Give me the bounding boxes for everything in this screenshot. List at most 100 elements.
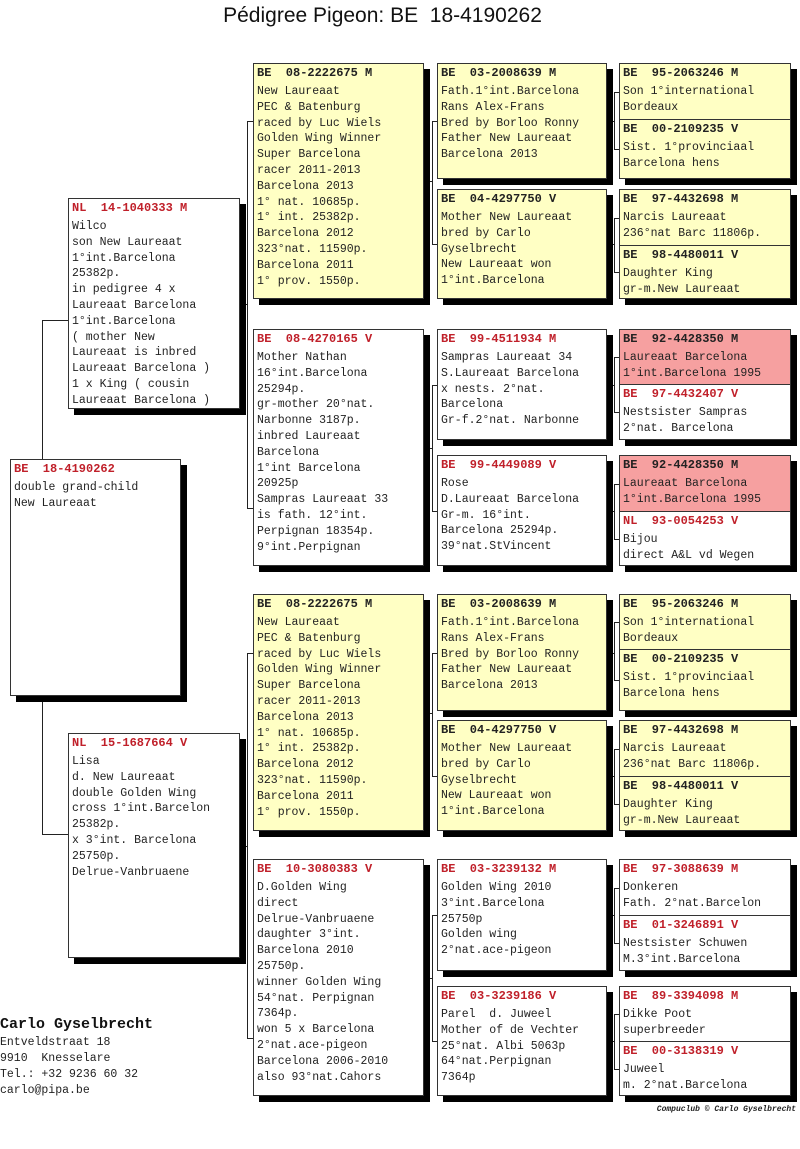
pigeon-info-line: 3°int.Barcelona: [441, 896, 545, 910]
pigeon-info-line: 1° prov. 1550p.: [257, 805, 361, 819]
ring-number: BE 97-4432407 V: [623, 387, 739, 401]
connector-line: [239, 304, 247, 305]
ring-number: BE 99-4511934 M: [441, 332, 557, 346]
connector-line: [607, 121, 614, 122]
pigeon-card-dds: BE 03-3239132 M Golden Wing 2010 3°int.Bar…: [437, 859, 607, 971]
pigeon-card-dssd: BE 00-2109235 V Sist. 1°provinciaal Barcel…: [619, 649, 791, 711]
pigeon-card-ssss: BE 95-2063246 M Son 1°international Bordea…: [619, 63, 791, 120]
pigeon-info-line: x 3°int. Barcelona: [72, 833, 197, 847]
pigeon-info-line: Daughter King: [623, 798, 713, 811]
connector-line: [432, 653, 437, 654]
connector-line: [614, 749, 615, 804]
pigeon-info-line: Sampras Laureaat 34: [441, 351, 573, 364]
pigeon-info-line: 1° prov. 1550p.: [257, 274, 361, 288]
ring-number: BE 97-4432698 M: [623, 192, 739, 206]
connector-line: [614, 1069, 619, 1070]
pigeon-info-line: Father New Laureaat: [441, 132, 573, 146]
pigeon-info-line: Narcis Laureaat: [623, 211, 727, 224]
connector-line: [607, 385, 614, 386]
pigeon-info-line: New Laureaat won: [441, 789, 552, 803]
pigeon-info-line: direct: [257, 896, 299, 910]
pigeon-info-line: 54°nat. Perpignan: [257, 991, 375, 1005]
pigeon-info-line: 25382p.: [72, 267, 121, 281]
pigeon-info-line: 323°nat. 11590p.: [257, 242, 368, 256]
pigeon-info-line: 25294p.: [257, 382, 306, 396]
pigeon-info-line: double Golden Wing: [72, 786, 197, 800]
connector-line: [424, 713, 432, 714]
pigeon-info-line: Laureaat Barcelona: [623, 351, 748, 364]
connector-line: [614, 92, 615, 149]
pigeon-info-line: Barcelona 2013: [441, 148, 538, 162]
pigeon-info-line: winner Golden Wing: [257, 975, 382, 989]
pigeon-card-ds: BE 08-2222675 M New Laureaat PEC & Batenbu…: [253, 594, 424, 831]
pigeon-info-line: 39°nat.StVincent: [441, 540, 552, 554]
pigeon-info-line: Mother New Laureaat: [441, 211, 573, 224]
pigeon-info-line: daughter 3°int.: [257, 928, 361, 942]
pigeon-info-line: Golden Wing Winner: [257, 132, 382, 146]
connector-line: [614, 272, 619, 273]
pigeon-info-line: Barcelona 2012: [257, 227, 354, 241]
pigeon-info-line: gr-m.New Laureaat: [623, 282, 741, 296]
pigeon-info-line: 1°int.Barcelona: [72, 314, 176, 328]
connector-line: [607, 915, 614, 916]
pigeon-info-line: 323°nat. 11590p.: [257, 773, 368, 787]
pigeon-info-line: Barcelona 25294p.: [441, 524, 559, 538]
pigeon-info-line: ( mother New: [72, 330, 155, 344]
pigeon-info-line: Barcelona 2013: [257, 179, 354, 193]
pigeon-info-line: Father New Laureaat: [441, 663, 573, 677]
pigeon-info-line: Barcelona: [257, 445, 320, 459]
pigeon-card-sdds: BE 92-4428350 M Laureaat Barcelona 1°int.B…: [619, 455, 791, 512]
pigeon-info-line: Dikke Poot: [623, 1008, 693, 1021]
pigeon-info-line: 25750p.: [257, 959, 306, 973]
pigeon-info-line: Laureaat Barcelona: [72, 298, 197, 312]
ring-number: BE 08-2222675 M: [257, 66, 373, 80]
pigeon-info-line: Bordeaux: [623, 100, 679, 114]
pigeon-card-sdsd: BE 97-4432407 V Nestsister Sampras 2°nat. …: [619, 384, 791, 440]
breeder-email[interactable]: carlo@pipa.be: [0, 1084, 90, 1097]
pigeon-info-line: Super Barcelona: [257, 679, 361, 693]
pigeon-info-line: 16°int.Barcelona: [257, 366, 368, 380]
connector-line: [432, 385, 433, 511]
connector-line: [614, 92, 619, 93]
pigeon-info-line: Rose: [441, 477, 469, 490]
connector-line: [432, 653, 433, 776]
pigeon-info-line: Barcelona hens: [623, 686, 720, 700]
ring-number: BE 03-2008639 M: [441, 597, 557, 611]
pigeon-card-ssd: BE 04-4297750 V Mother New Laureaat bred b…: [437, 189, 607, 299]
ring-number: BE 18-4190262: [14, 462, 115, 476]
pigeon-info-line: racer 2011-2013: [257, 163, 361, 177]
breeder-info: Carlo Gyselbrecht Entveldstraat 18 9910 …: [0, 1015, 153, 1099]
connector-line: [432, 511, 437, 512]
connector-line: [432, 915, 437, 916]
connector-line: [424, 448, 432, 449]
pigeon-info-line: 7364p.: [257, 1007, 299, 1021]
pigeon-info-line: New Laureaat: [257, 616, 340, 629]
connector-line: [432, 121, 433, 244]
connector-line: [432, 1041, 437, 1042]
connector-line: [614, 1014, 619, 1015]
connector-line: [614, 622, 619, 623]
connector-line: [614, 1014, 615, 1069]
pigeon-info-line: Golden Wing 2010: [441, 881, 552, 894]
pigeon-info-line: Narcis Laureaat: [623, 742, 727, 755]
ring-number: BE 03-3239132 M: [441, 862, 557, 876]
connector-line: [247, 121, 253, 122]
ring-number: BE 98-4480011 V: [623, 248, 739, 262]
pigeon-info-line: M.3°int.Barcelona: [623, 952, 741, 966]
pigeon-info-line: New Laureaat: [14, 496, 97, 510]
connector-line: [614, 680, 619, 681]
ring-number: BE 08-4270165 V: [257, 332, 373, 346]
ring-number: BE 95-2063246 M: [623, 66, 739, 80]
pigeon-info-line: raced by Luc Wiels: [257, 647, 382, 661]
connector-line: [432, 915, 433, 1041]
connector-line: [614, 888, 619, 889]
pigeon-info-line: double grand-child: [14, 481, 139, 494]
pigeon-info-line: Barcelona 2012: [257, 758, 354, 772]
pigeon-info-line: Barcelona 2011: [257, 789, 354, 803]
connector-line: [247, 653, 248, 1038]
ring-number: BE 97-3088639 M: [623, 862, 739, 876]
pigeon-info-line: 25750p.: [72, 849, 121, 863]
pigeon-info-line: Laureaat Barcelona ): [72, 362, 211, 376]
pigeon-info-line: 1°int.Barcelona: [441, 805, 545, 819]
pigeon-card-ddds: BE 89-3394098 M Dikke Poot superbreeder: [619, 986, 791, 1042]
